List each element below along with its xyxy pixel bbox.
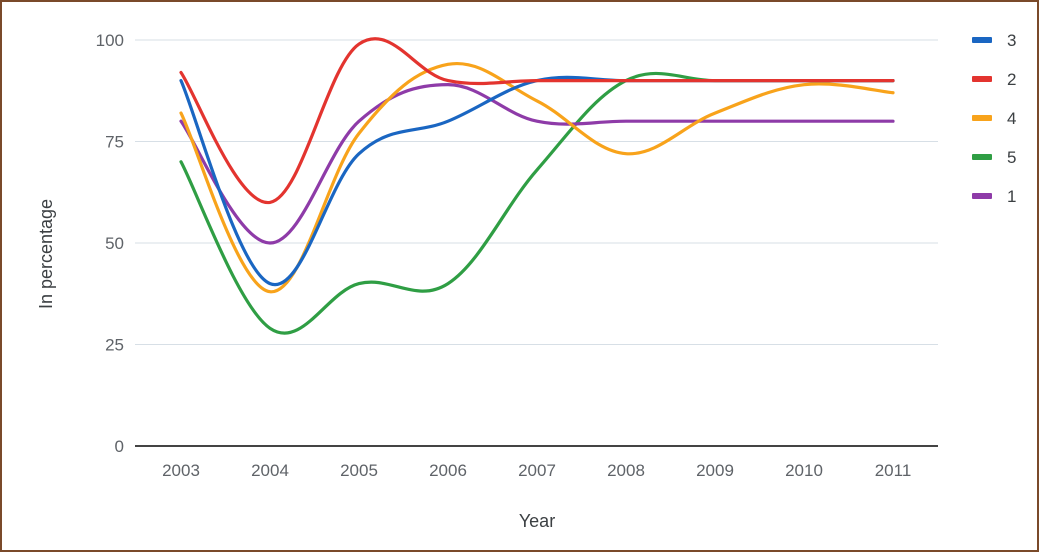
legend-label: 2 (1007, 70, 1016, 89)
legend: 3 2 4 5 1 (972, 31, 1016, 206)
series-line-2 (179, 37, 895, 205)
legend-label: 5 (1007, 148, 1016, 167)
y-tick-label: 25 (105, 336, 124, 355)
series-line-4 (179, 61, 895, 294)
y-tick-label: 100 (96, 31, 124, 50)
x-axis-ticks: 2003 2004 2005 2006 2007 2008 2009 2010 2011 (162, 461, 911, 480)
x-tick-label: 2007 (518, 461, 556, 480)
x-axis-title: Year (519, 511, 555, 531)
legend-label: 1 (1007, 187, 1016, 206)
series-line-5 (179, 71, 895, 335)
x-tick-label: 2004 (251, 461, 289, 480)
legend-swatch-3 (972, 37, 992, 43)
x-tick-label: 2006 (429, 461, 467, 480)
x-tick-label: 2008 (607, 461, 645, 480)
y-axis-title: In percentage (36, 199, 56, 309)
series-line-1 (179, 83, 895, 245)
x-tick-label: 2011 (875, 461, 912, 480)
series-line-3 (179, 75, 895, 287)
y-axis-ticks: 0 25 50 75 100 (96, 31, 124, 456)
x-tick-label: 2003 (162, 461, 200, 480)
series-lines (179, 37, 895, 335)
legend-swatch-1 (972, 193, 992, 199)
x-tick-label: 2005 (340, 461, 378, 480)
legend-label: 4 (1007, 109, 1016, 128)
legend-swatch-2 (972, 76, 992, 82)
legend-swatch-5 (972, 154, 992, 160)
x-tick-label: 2010 (785, 461, 823, 480)
legend-swatch-4 (972, 115, 992, 121)
legend-label: 3 (1007, 31, 1016, 50)
x-tick-label: 2009 (696, 461, 734, 480)
y-tick-label: 50 (105, 234, 124, 253)
y-tick-label: 75 (105, 133, 124, 152)
y-tick-label: 0 (115, 437, 124, 456)
